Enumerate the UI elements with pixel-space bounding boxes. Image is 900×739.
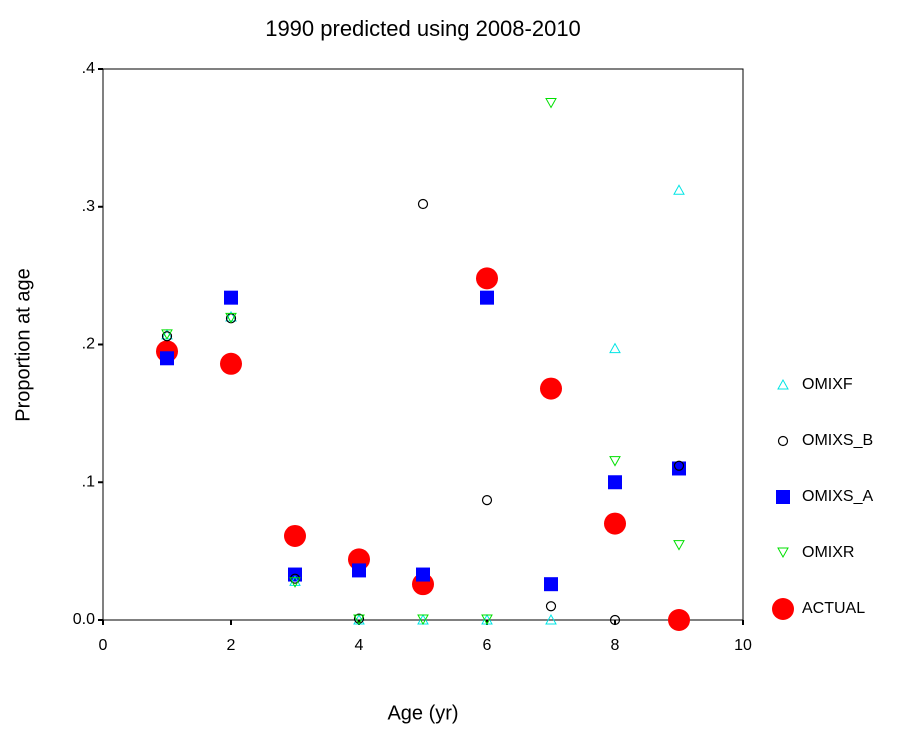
y-tick-label: .1	[82, 473, 95, 490]
point	[225, 310, 237, 322]
x-tick-label: 2	[227, 637, 236, 654]
legend-label: OMIXS_A	[802, 488, 873, 505]
point	[608, 475, 622, 490]
legend-label: OMIXR	[802, 544, 854, 561]
point	[540, 377, 562, 400]
x-tick-label: 8	[611, 637, 620, 654]
point	[224, 290, 238, 305]
point	[481, 495, 493, 506]
y-tick-label: 0.0	[73, 611, 95, 628]
point	[476, 267, 498, 290]
y-tick-label: .4	[82, 60, 95, 77]
point	[353, 614, 365, 626]
point	[160, 351, 174, 366]
y-axis-label: Proportion at age	[12, 268, 34, 421]
point	[604, 512, 626, 535]
y-tick-label: .3	[82, 198, 95, 215]
point	[480, 290, 494, 305]
point	[289, 575, 301, 586]
point	[161, 331, 173, 342]
legend-marker	[772, 598, 794, 620]
legend-marker	[777, 378, 789, 390]
y-tick-label: .2	[82, 336, 95, 353]
point	[416, 567, 430, 582]
point	[417, 614, 429, 626]
point	[673, 460, 685, 471]
point	[545, 613, 557, 625]
chart-title: 1990 predicted using 2008-2010	[265, 16, 581, 41]
point	[673, 184, 685, 195]
x-tick-label: 6	[483, 637, 492, 654]
point	[609, 342, 621, 354]
point	[220, 352, 242, 375]
x-tick-label: 0	[99, 637, 108, 654]
legend-label: OMIXS_B	[802, 432, 873, 449]
legend-marker	[777, 547, 789, 559]
x-tick-label: 10	[734, 637, 752, 654]
point	[545, 601, 557, 612]
point	[672, 461, 686, 476]
x-tick-label: 4	[355, 637, 364, 654]
point	[481, 614, 493, 626]
legend-marker	[777, 435, 789, 447]
x-axis-label: Age (yr)	[387, 702, 458, 724]
point	[225, 312, 237, 324]
point	[544, 577, 558, 592]
point	[673, 540, 685, 551]
legend-label: OMIXF	[802, 376, 853, 393]
point	[668, 609, 690, 631]
point	[289, 577, 301, 588]
point	[284, 524, 306, 547]
point	[545, 97, 557, 109]
point	[609, 456, 621, 467]
point	[161, 329, 173, 340]
legend-marker	[776, 490, 790, 504]
legend-label: ACTUAL	[802, 600, 865, 617]
point	[352, 563, 366, 578]
point	[417, 198, 429, 210]
point	[609, 614, 621, 626]
